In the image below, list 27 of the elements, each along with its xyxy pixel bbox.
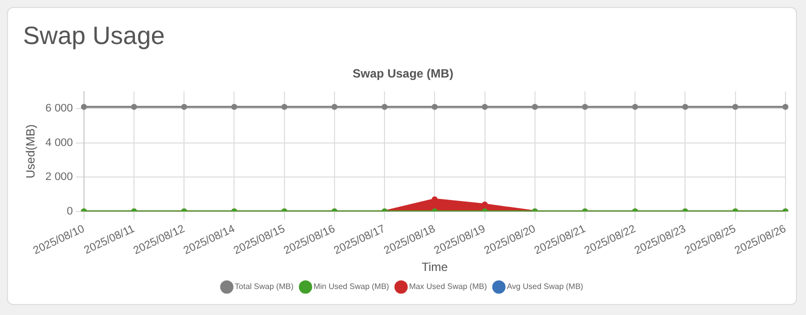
point	[732, 104, 738, 110]
y-axis-title: Used(MB)	[24, 124, 38, 178]
legend-label: Total Swap (MB)	[234, 282, 294, 292]
point	[80, 104, 87, 110]
point	[281, 104, 288, 110]
legend-label: Avg Used Swap (MB)	[506, 282, 584, 292]
chart-title: Swap Usage	[23, 22, 165, 51]
y-tick-label: 4 000	[45, 136, 73, 149]
y-tick-label: 0	[66, 205, 73, 218]
legend-label: Max Used Swap (MB)	[409, 282, 488, 292]
y-tick-label: 6 000	[45, 102, 73, 115]
point	[331, 104, 338, 110]
point	[382, 104, 388, 110]
point	[682, 104, 688, 110]
x-axis-title: Time	[422, 260, 448, 274]
point	[231, 104, 238, 110]
point	[582, 104, 588, 110]
point	[782, 104, 788, 110]
point	[131, 104, 138, 110]
point	[181, 104, 188, 110]
y-tick-label: 2 000	[45, 171, 73, 184]
legend-label: Min Used Swap (MB)	[313, 282, 390, 292]
point	[432, 104, 438, 110]
point	[482, 104, 488, 110]
chart-subtitle: Swap Usage (MB)	[352, 66, 454, 81]
point	[532, 104, 538, 110]
point	[632, 104, 638, 110]
